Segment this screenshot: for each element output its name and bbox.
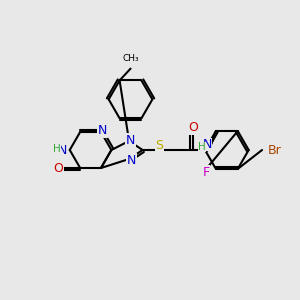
Text: N: N [203,138,212,151]
Text: Br: Br [268,143,282,157]
Text: O: O [188,121,198,134]
Text: N: N [126,134,135,147]
Text: N: N [127,154,136,167]
Text: CH₃: CH₃ [122,54,139,63]
Text: N: N [58,143,67,157]
Text: H: H [198,142,206,152]
Text: N: N [98,124,107,137]
Text: O: O [53,161,63,175]
Text: S: S [155,139,163,152]
Text: H: H [53,143,61,154]
Text: F: F [203,166,210,179]
